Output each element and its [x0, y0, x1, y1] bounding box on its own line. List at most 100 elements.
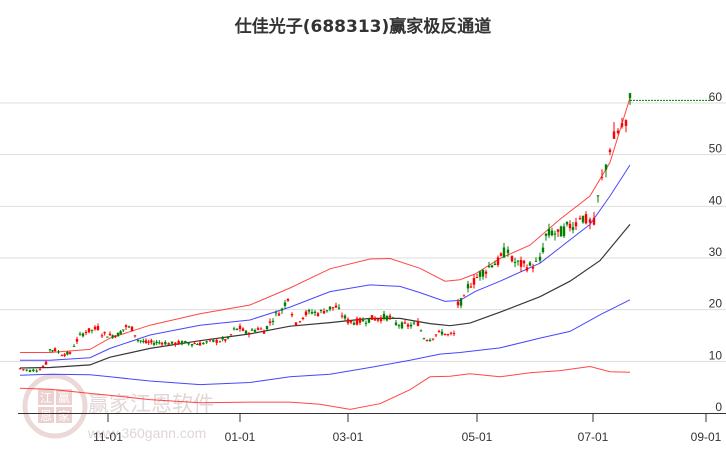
candle-down: [397, 325, 401, 327]
candle-down: [122, 329, 125, 331]
candle-down: [48, 349, 52, 351]
candle-down: [490, 265, 494, 268]
candle-up: [193, 343, 196, 345]
candle-up: [224, 339, 227, 341]
candle-down: [155, 341, 158, 344]
watermark-logo-icon: [22, 373, 88, 439]
candle-down: [180, 341, 184, 345]
watermark-url: www.360gann.com: [87, 425, 206, 441]
candle-up: [588, 219, 592, 223]
candle-up: [286, 298, 290, 301]
candle-down: [478, 271, 482, 277]
candle-up: [608, 149, 612, 153]
candle-down: [226, 336, 230, 339]
candle-down: [265, 325, 269, 330]
candle-up: [256, 328, 260, 330]
y-tick-label: 0: [715, 400, 722, 414]
watermark-logo-char: 家: [58, 408, 70, 423]
candle-up: [376, 319, 380, 321]
candle-up: [431, 338, 435, 340]
candle-up: [331, 307, 335, 309]
axes: 0 10 20 30 40 50 60 11-01 01-01 03-01 05-01 07-01 09…: [18, 90, 726, 444]
candle-up: [18, 368, 22, 370]
y-tick-label: 20: [709, 297, 723, 311]
candle-down: [493, 263, 497, 266]
candle-up: [510, 256, 514, 262]
x-tick-label: 01-01: [225, 430, 256, 444]
candle-down: [459, 298, 463, 306]
candle-up: [475, 277, 479, 279]
candle-up: [578, 218, 582, 220]
candle-down: [253, 330, 257, 332]
candle-up: [103, 332, 106, 334]
candle-up: [53, 348, 57, 352]
candle-down: [328, 306, 332, 310]
candle-down: [116, 332, 120, 337]
candle-up: [620, 123, 624, 127]
candle-up: [406, 324, 410, 327]
candle-down: [184, 340, 187, 343]
candle-down: [581, 215, 585, 223]
candle-up: [22, 369, 25, 371]
candle-down: [422, 338, 426, 340]
candle-up: [68, 352, 72, 354]
candle-up: [247, 332, 251, 335]
candle-down: [400, 322, 404, 329]
candle-up: [322, 311, 326, 314]
candle-down: [51, 350, 54, 352]
watermark-brand: 赢家江恩软件: [88, 392, 214, 416]
candle-up: [298, 321, 302, 323]
upper-inner-line: [20, 164, 631, 361]
watermark-logo-char: 赢: [58, 390, 70, 405]
candle-up: [108, 333, 112, 336]
candle-up: [38, 369, 42, 371]
candle-up: [215, 339, 218, 343]
candle-up: [87, 328, 91, 333]
candle-down: [164, 341, 167, 345]
candle-up: [268, 321, 272, 324]
candle-up: [41, 366, 45, 368]
candle-down: [565, 221, 569, 225]
candle-up: [160, 342, 164, 345]
candle-up: [484, 271, 488, 274]
candle-up: [496, 257, 500, 266]
candle-down: [528, 262, 532, 266]
candle-down: [571, 227, 575, 231]
candle-up: [592, 218, 596, 225]
candle-down: [271, 320, 275, 322]
candle-down: [559, 226, 563, 237]
candle-down: [325, 310, 329, 312]
candle-up: [434, 334, 438, 336]
candle-down: [391, 317, 395, 319]
candle-down: [352, 322, 356, 325]
watermark-logo-cell: [38, 389, 54, 405]
lower-inner-line: [19, 299, 631, 386]
candle-up: [452, 333, 456, 335]
candle-down: [516, 260, 520, 262]
candle-up: [133, 335, 137, 337]
candle-down: [127, 326, 131, 328]
chart-title: 仕佳光子(688313)赢家极反通道: [234, 17, 492, 37]
candle-up: [150, 340, 153, 343]
candle-down: [283, 302, 287, 306]
channel-bands: [19, 97, 631, 410]
watermark-logo-cell: [38, 407, 54, 423]
candle-up: [525, 267, 529, 271]
candle-up: [100, 335, 104, 337]
candle-up: [277, 313, 281, 316]
candle-down: [541, 247, 545, 253]
candle-up: [462, 295, 466, 297]
candle-up: [147, 341, 150, 343]
candle-up: [144, 340, 148, 343]
candle-up: [238, 325, 242, 329]
candle-down: [232, 328, 236, 330]
lower-outer-line: [19, 365, 631, 410]
candle-up: [44, 361, 48, 365]
candle-down: [119, 331, 122, 335]
x-tick-label: 03-01: [333, 430, 364, 444]
candle-down: [440, 331, 444, 335]
candle-up: [456, 301, 460, 306]
candle-up: [519, 259, 523, 267]
candle-down: [628, 93, 632, 99]
candlesticks: [18, 92, 712, 373]
